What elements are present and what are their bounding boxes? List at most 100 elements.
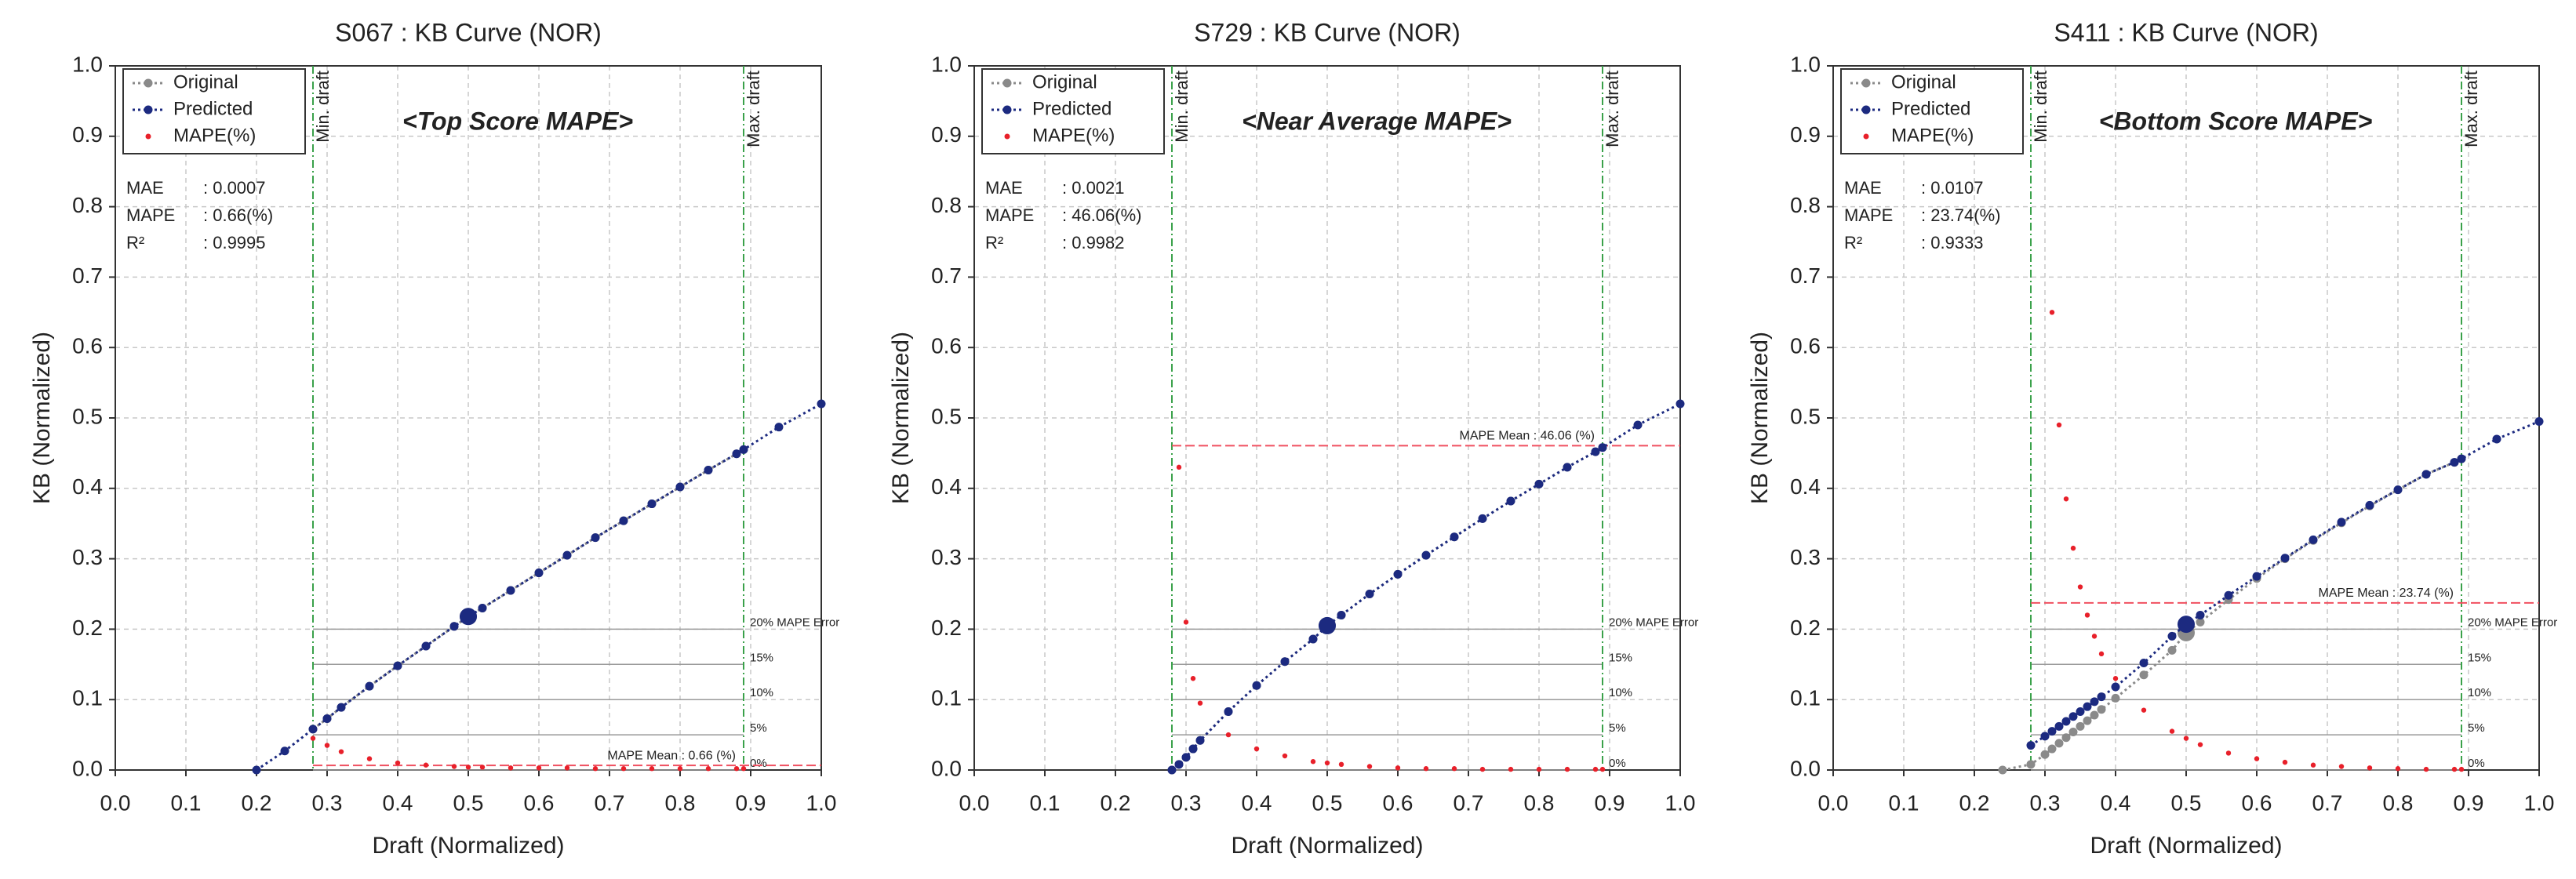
reference-label: 20% MAPE Error [1609, 616, 1698, 629]
series-line [256, 402, 822, 772]
x-tick-label: 0.2 [242, 790, 272, 815]
mape-point [2141, 707, 2147, 713]
series-point [2047, 744, 2057, 754]
mape-point [1599, 766, 1606, 772]
reference-label: 10% [1609, 686, 1632, 699]
y-tick-label: 0.4 [1790, 474, 1821, 499]
series-point [2083, 702, 2092, 711]
x-tick-label: 0.0 [1818, 790, 1849, 815]
mape-point [324, 743, 330, 748]
stat-value: : 0.9995 [203, 233, 266, 252]
y-tick-label: 0.3 [1790, 545, 1821, 569]
x-axis-label: Draft (Normalized) [2090, 833, 2282, 859]
mape-point [536, 765, 542, 771]
series-point [322, 714, 332, 723]
y-tick-label: 0.0 [931, 756, 962, 780]
mape-point [1395, 765, 1401, 771]
x-tick-label: 0.8 [665, 790, 696, 815]
y-tick-label: 0.9 [1790, 122, 1821, 147]
series-point [1224, 706, 1233, 716]
mape-point [1366, 764, 1373, 769]
y-tick-label: 0.9 [72, 122, 103, 147]
mape-point [1423, 766, 1429, 772]
series-point [2167, 631, 2177, 641]
mape-point [2282, 759, 2288, 765]
x-tick-label: 0.4 [383, 790, 413, 815]
y-axis-label: KB (Normalized) [1747, 332, 1773, 504]
mape-point [1183, 619, 1189, 625]
mape-point [2310, 762, 2316, 768]
reference-label: 20% MAPE Error [750, 616, 839, 629]
x-tick-label: 0.7 [2312, 790, 2343, 815]
series-point [2054, 739, 2064, 748]
series-line [1171, 402, 1681, 772]
series-point [2047, 727, 2057, 736]
series-point [739, 445, 748, 454]
x-tick-label: 0.4 [2101, 790, 2131, 815]
series-point [2111, 682, 2120, 692]
stat-value: : 0.0007 [203, 178, 266, 198]
x-tick-label: 0.3 [312, 790, 343, 815]
series-point [1195, 736, 1205, 745]
chart-tag: <Top Score MAPE> [402, 107, 633, 135]
mape-point [2423, 766, 2429, 772]
series-point [2040, 750, 2050, 759]
series-line [1171, 446, 1603, 772]
legend-swatch [144, 105, 153, 114]
mape-point [740, 766, 747, 772]
mape-point [564, 765, 570, 771]
legend-swatch [1002, 78, 1012, 88]
series-point [2097, 692, 2106, 702]
chart-title: S729 : KB Curve (NOR) [1194, 18, 1461, 46]
series-point [1450, 532, 1459, 542]
y-tick-label: 0.7 [931, 263, 962, 288]
series-point [774, 423, 784, 432]
x-tick-label: 0.4 [1242, 790, 1272, 815]
mape-point [1190, 676, 1196, 681]
mape-point [2197, 742, 2203, 747]
y-tick-label: 0.7 [72, 263, 103, 288]
chart-tag: <Near Average MAPE> [1242, 107, 1512, 135]
mape-point [2084, 612, 2090, 618]
stat-value: : 0.9982 [1062, 233, 1125, 252]
series-point [393, 661, 402, 670]
mape-point [366, 756, 373, 761]
mape-point [423, 762, 429, 768]
stat-value: : 23.74(%) [1921, 205, 2001, 225]
series-point [421, 641, 431, 651]
mape-point [2112, 676, 2119, 681]
y-tick-label: 0.4 [931, 474, 962, 499]
series-point [2224, 590, 2233, 600]
series-point [2061, 717, 2071, 726]
legend-label: Predicted [1032, 98, 1112, 119]
series-point [2365, 500, 2374, 510]
mape-point [620, 766, 627, 772]
series-point [591, 533, 600, 543]
legend-label: Original [1891, 71, 1956, 93]
x-axis-label: Draft (Normalized) [1231, 833, 1423, 859]
series-point [1506, 496, 1515, 506]
reference-label: 5% [2468, 721, 2485, 735]
x-tick-label: 0.8 [1524, 790, 1555, 815]
x-tick-label: 0.5 [453, 790, 484, 815]
legend-swatch [144, 78, 153, 88]
legend-box [1840, 68, 2024, 154]
stat-label: MAE [985, 178, 1023, 198]
series-point [1478, 514, 1487, 523]
series-point [2139, 670, 2148, 680]
series-point [1633, 420, 1643, 430]
reference-label: 5% [1609, 721, 1626, 735]
series-point [478, 603, 487, 612]
chart-tag: <Bottom Score MAPE> [2099, 107, 2373, 135]
series-point [704, 465, 713, 474]
x-tick-label: 1.0 [806, 790, 837, 815]
legend-label: MAPE(%) [1891, 125, 1974, 146]
series-point [2068, 712, 2078, 721]
x-tick-label: 0.6 [2242, 790, 2272, 815]
y-tick-label: 0.2 [72, 616, 103, 640]
series-point [2026, 760, 2036, 769]
legend-swatch [1004, 133, 1010, 140]
reference-label: 0% [2468, 757, 2485, 770]
mape-point [592, 766, 599, 772]
mape-point [649, 766, 655, 772]
